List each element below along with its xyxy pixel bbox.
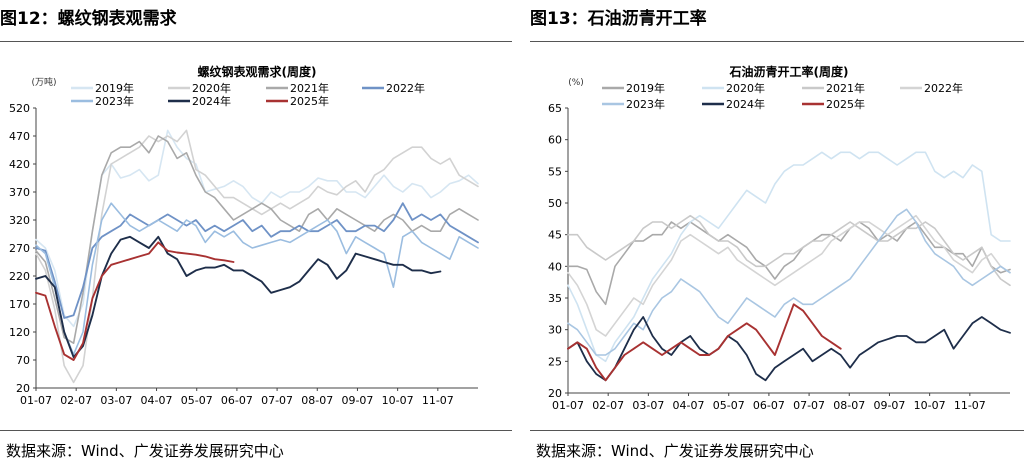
figure-12-source: 数据来源：Wind、广发证券发展研究中心: [6, 442, 284, 460]
x-tick-label: 02-07: [592, 399, 624, 412]
x-tick-label: 09-07: [341, 394, 373, 407]
series-line-2023年: [35, 202, 479, 356]
y-tick-label: 20: [548, 387, 562, 400]
chart-title: 螺纹钢表观需求(周度): [198, 64, 317, 79]
y-tick-label: 270: [9, 242, 30, 255]
series-line-2023年: [567, 208, 1011, 356]
figure-13-heading: 图13：石油沥青开工率: [530, 9, 707, 29]
x-tick-label: 02-07: [60, 394, 92, 407]
figure-13-panel: 图13：石油沥青开工率 石油沥青开工率(周度) (%) 20 25 30 35 40 45 50…: [530, 0, 1024, 464]
x-tick-label: 10-07: [382, 394, 414, 407]
series-line-2019年: [35, 129, 479, 328]
x-tick-label: 06-07: [753, 399, 785, 412]
legend-label: 2021年: [290, 81, 329, 95]
series-line-2019年: [567, 221, 1011, 306]
x-tick-label: 06-07: [221, 394, 253, 407]
legend-label: 2019年: [95, 81, 134, 95]
y-tick-label: 45: [548, 229, 562, 242]
figure-12-panel: 图12：螺纹钢表观需求 螺纹钢表观需求(周度) (万吨) 20 70 120 170 220…: [0, 9, 512, 460]
source-divider: [530, 430, 1024, 431]
series-line-2021年: [567, 214, 1011, 287]
legend-label: 2024年: [726, 97, 765, 111]
chart-title: 石油沥青开工率(周度): [729, 64, 849, 79]
legend-label: 2022年: [386, 81, 425, 95]
y-tick-label: 120: [9, 326, 30, 339]
rebar-demand-chart: 螺纹钢表观需求(周度) (万吨) 20 70 120 170 220 270 320 370 420…: [9, 64, 479, 407]
y-tick-label: 30: [548, 324, 562, 337]
x-tick-label: 05-07: [713, 399, 745, 412]
y-tick-label: 35: [548, 292, 562, 305]
y-tick-label: 25: [548, 355, 562, 368]
y-tick-label: 170: [9, 298, 30, 311]
legend-label: 2025年: [826, 97, 865, 111]
x-tick-label: 11-07: [954, 399, 986, 412]
series-line-2022年: [35, 202, 479, 319]
legend-label: 2019年: [626, 81, 665, 95]
legend-label: 2020年: [192, 81, 231, 95]
series-line-2025年: [567, 303, 842, 382]
series-line-2025年: [35, 241, 235, 361]
legend-label: 2024年: [192, 94, 231, 108]
legend-label: 2020年: [726, 81, 765, 95]
legend-label: 2023年: [95, 94, 134, 108]
x-tick-label: 03-07: [632, 399, 664, 412]
legend-label: 2023年: [626, 97, 665, 111]
x-tick-label: 08-07: [301, 394, 333, 407]
x-tick-label: 04-07: [141, 394, 173, 407]
series-line-2020年: [567, 151, 1011, 363]
asphalt-operating-rate-chart: 石油沥青开工率(周度) (%) 20 25 30 35 40 45 50 55 60 65 01-07 0…: [548, 64, 1011, 412]
legend-label: 2022年: [924, 81, 963, 95]
y-tick-label: 520: [9, 102, 30, 115]
figure-12-heading: 图12：螺纹钢表观需求: [0, 9, 177, 29]
series-line-2024年: [567, 316, 1011, 382]
legend-label: 2025年: [290, 94, 329, 108]
y-tick-label: 65: [548, 102, 562, 115]
heading-divider: [0, 41, 512, 42]
x-tick-label: 01-07: [20, 394, 52, 407]
series-line-2022年: [567, 214, 1011, 337]
y-tick-label: 50: [548, 197, 562, 210]
series-line-2020年: [35, 129, 479, 384]
x-tick-label: 01-07: [552, 399, 584, 412]
series-line-2024年: [35, 235, 442, 359]
y-tick-label: 55: [548, 165, 562, 178]
y-tick-label: 420: [9, 158, 30, 171]
x-tick-label: 07-07: [261, 394, 293, 407]
x-tick-label: 09-07: [873, 399, 905, 412]
x-tick-label: 10-07: [914, 399, 946, 412]
heading-divider: [530, 41, 1024, 42]
y-tick-label: 220: [9, 270, 30, 283]
y-tick-label: 370: [9, 186, 30, 199]
y-tick-label: 40: [548, 260, 562, 273]
figure-13-source: 数据来源：Wind、广发证券发展研究中心: [536, 442, 814, 460]
x-tick-label: 05-07: [181, 394, 213, 407]
x-tick-label: 03-07: [100, 394, 132, 407]
y-tick-label: 70: [16, 354, 30, 367]
y-tick-label: 320: [9, 214, 30, 227]
legend-label: 2021年: [826, 81, 865, 95]
y-tick-label: 470: [9, 130, 30, 143]
y-axis-unit: (%): [568, 78, 584, 88]
source-divider: [0, 430, 512, 431]
series-line-2021年: [35, 135, 479, 345]
x-tick-label: 04-07: [673, 399, 705, 412]
y-tick-label: 20: [16, 382, 30, 395]
y-axis-unit: (万吨): [31, 76, 56, 88]
x-tick-label: 07-07: [793, 399, 825, 412]
x-tick-label: 08-07: [833, 399, 865, 412]
y-tick-label: 60: [548, 134, 562, 147]
x-tick-label: 11-07: [422, 394, 454, 407]
